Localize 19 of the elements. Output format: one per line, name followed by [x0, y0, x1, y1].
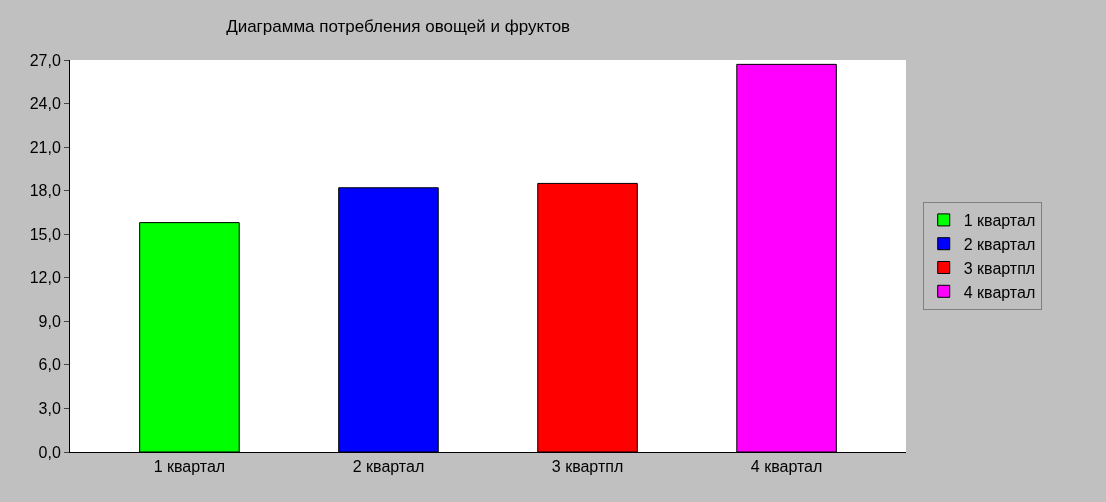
legend-label: 4 квартал	[963, 283, 1036, 301]
x-tick-label: 4 квартал	[750, 458, 823, 476]
y-tick-label: 3,0	[38, 400, 61, 418]
legend-label: 3 квартпл	[963, 259, 1036, 277]
y-tick-label: 9,0	[38, 312, 61, 330]
x-tick-label: 3 квартпл	[551, 458, 624, 476]
y-tick-label: 18,0	[29, 182, 61, 200]
y-tick-label: 27,0	[29, 51, 61, 69]
chart-title: Диаграмма потребления овощей и фруктов	[226, 16, 571, 36]
y-tick-label: 12,0	[29, 269, 61, 287]
x-tick-label: 1 квартал	[153, 458, 226, 476]
y-tick-label: 21,0	[29, 138, 61, 156]
legend-label: 1 квартал	[963, 212, 1036, 230]
y-tick-label: 6,0	[38, 356, 61, 374]
x-tick-label: 2 квартал	[352, 458, 425, 476]
y-tick-label: 24,0	[29, 95, 61, 113]
legend-label: 2 квартал	[963, 235, 1036, 253]
y-tick-label: 15,0	[29, 225, 61, 243]
y-tick-label: 0,0	[38, 443, 61, 461]
